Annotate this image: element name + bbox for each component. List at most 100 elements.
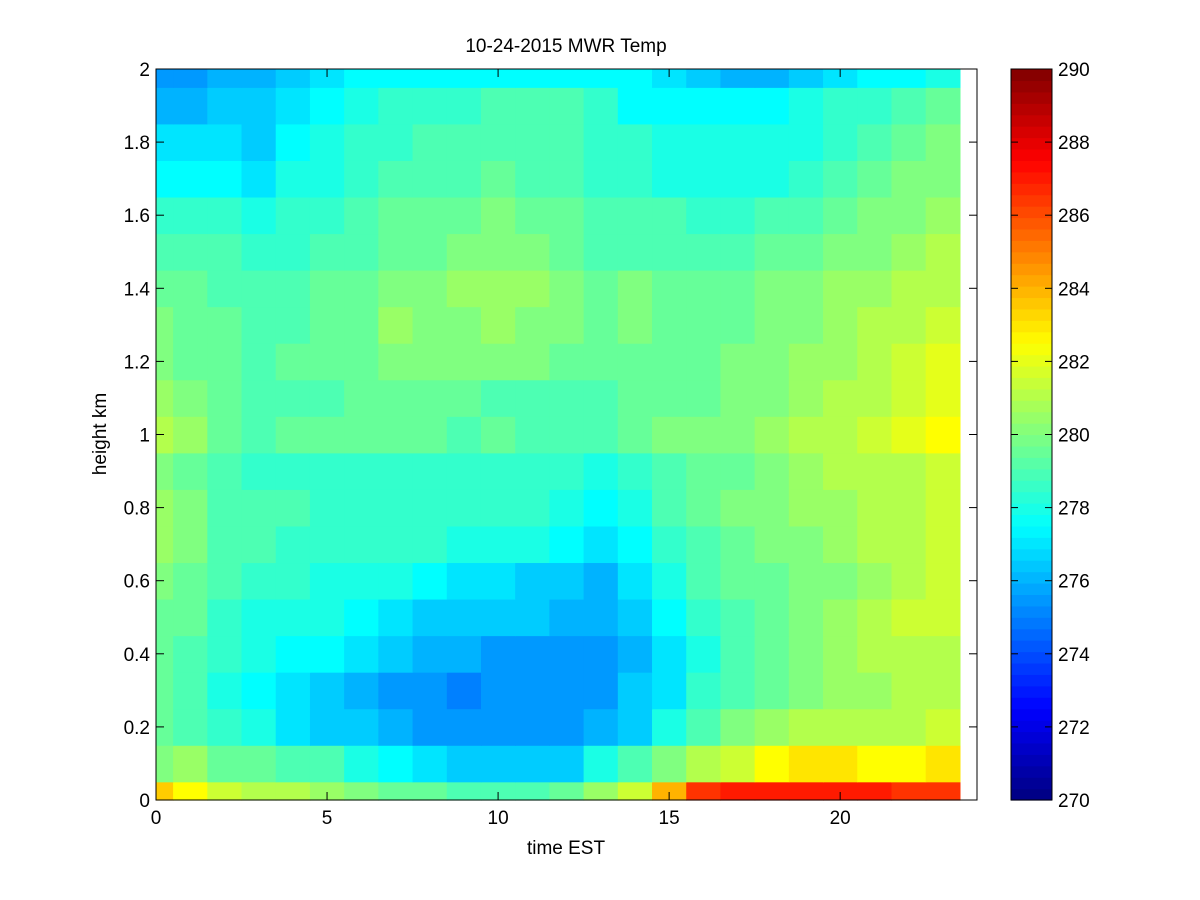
- heatmap-cell: [652, 452, 687, 490]
- heatmap-cell: [309, 672, 345, 710]
- colorbar-tick-label: 288: [1058, 133, 1090, 154]
- colorbar-segment: [1011, 525, 1052, 538]
- heatmap-cell: [344, 598, 379, 637]
- heatmap-cell: [173, 452, 208, 490]
- heatmap-cell: [480, 196, 516, 235]
- heatmap-cell: [344, 270, 379, 308]
- heatmap-cell: [480, 745, 516, 783]
- heatmap-cell: [925, 306, 961, 344]
- heatmap-cell: [788, 196, 824, 235]
- heatmap-cell: [891, 672, 927, 710]
- heatmap-cell: [754, 69, 790, 88]
- heatmap-cell: [446, 343, 482, 381]
- heatmap-cell: [720, 196, 756, 235]
- heatmap-cell: [446, 306, 482, 344]
- heatmap-cell: [686, 598, 722, 637]
- heatmap-cell: [378, 233, 414, 271]
- heatmap-cell: [480, 525, 516, 564]
- heatmap-cell: [617, 69, 653, 88]
- colorbar-segment: [1011, 274, 1052, 287]
- heatmap-cell: [241, 489, 277, 527]
- heatmap-cell: [173, 489, 208, 527]
- x-tick-label: 5: [322, 808, 333, 829]
- heatmap-cell: [720, 379, 756, 417]
- heatmap-cell: [720, 452, 756, 490]
- heatmap-cell: [788, 562, 824, 600]
- colorbar-segment: [1011, 720, 1052, 733]
- heatmap-cell: [309, 489, 345, 527]
- heatmap-cell: [207, 452, 243, 490]
- heatmap-cell: [173, 123, 208, 161]
- heatmap-cell: [788, 233, 824, 271]
- heatmap-cell: [857, 562, 893, 600]
- heatmap-cell: [275, 525, 311, 564]
- heatmap-cell: [583, 196, 619, 235]
- heatmap-cell: [823, 781, 858, 801]
- heatmap-cell: [652, 196, 687, 235]
- heatmap-cell: [309, 343, 345, 381]
- heatmap-cell: [549, 270, 585, 308]
- heatmap-cell: [823, 87, 858, 125]
- heatmap-cell: [925, 489, 961, 527]
- heatmap-cell: [720, 672, 756, 710]
- heatmap-cell: [754, 270, 790, 308]
- heatmap-cell: [686, 379, 722, 417]
- heatmap-cell: [173, 196, 208, 235]
- heatmap-cell: [617, 781, 653, 801]
- y-tick-label: 0.2: [124, 718, 150, 739]
- heatmap-cell: [446, 672, 482, 710]
- heatmap-cell: [344, 69, 379, 88]
- heatmap-cell: [857, 306, 893, 344]
- colorbar-segment: [1011, 194, 1052, 207]
- heatmap-cell: [823, 270, 858, 308]
- heatmap-cell: [378, 672, 414, 710]
- colorbar-segment: [1011, 183, 1052, 196]
- heatmap-cell: [515, 87, 550, 125]
- heatmap-cell: [480, 452, 516, 490]
- heatmap-cell: [617, 343, 653, 381]
- colorbar-segment: [1011, 411, 1052, 424]
- heatmap-cell: [412, 525, 448, 564]
- x-tick-label: 20: [830, 808, 851, 829]
- heatmap-cell: [446, 452, 482, 490]
- heatmap-cell: [823, 196, 858, 235]
- colorbar-tick-label: 286: [1058, 206, 1090, 227]
- heatmap-cell: [275, 416, 311, 454]
- heatmap-cell: [275, 87, 311, 125]
- heatmap-cell: [686, 745, 722, 783]
- colorbar-segment: [1011, 423, 1052, 436]
- heatmap-cell: [891, 416, 927, 454]
- heatmap-cell: [207, 562, 243, 600]
- heatmap-cell: [378, 635, 414, 673]
- colorbar-segment: [1011, 308, 1052, 321]
- heatmap-cell: [156, 708, 174, 746]
- heatmap-cell: [754, 343, 790, 381]
- heatmap-cell: [446, 635, 482, 673]
- heatmap-cell: [754, 525, 790, 564]
- heatmap-cell: [515, 745, 550, 783]
- heatmap-cell: [207, 123, 243, 161]
- heatmap-cell: [446, 781, 482, 801]
- heatmap-cell: [686, 672, 722, 710]
- heatmap-cell: [378, 69, 414, 88]
- heatmap-cell: [480, 635, 516, 673]
- heatmap-cell: [652, 160, 687, 198]
- colorbar-segment: [1011, 571, 1052, 584]
- heatmap-cell: [173, 635, 208, 673]
- heatmap-cell: [446, 379, 482, 417]
- heatmap-cell: [207, 745, 243, 783]
- heatmap-cell: [378, 160, 414, 198]
- heatmap-cell: [378, 745, 414, 783]
- heatmap-cell: [617, 672, 653, 710]
- heatmap-cell: [275, 343, 311, 381]
- heatmap-cell: [309, 306, 345, 344]
- heatmap-cell: [720, 598, 756, 637]
- colorbar-segment: [1011, 731, 1052, 744]
- heatmap-cell: [156, 270, 174, 308]
- heatmap-cell: [275, 233, 311, 271]
- colorbar-tick-label: 284: [1058, 279, 1090, 300]
- heatmap-cell: [617, 270, 653, 308]
- heatmap-cell: [652, 87, 687, 125]
- heatmap-cell: [446, 123, 482, 161]
